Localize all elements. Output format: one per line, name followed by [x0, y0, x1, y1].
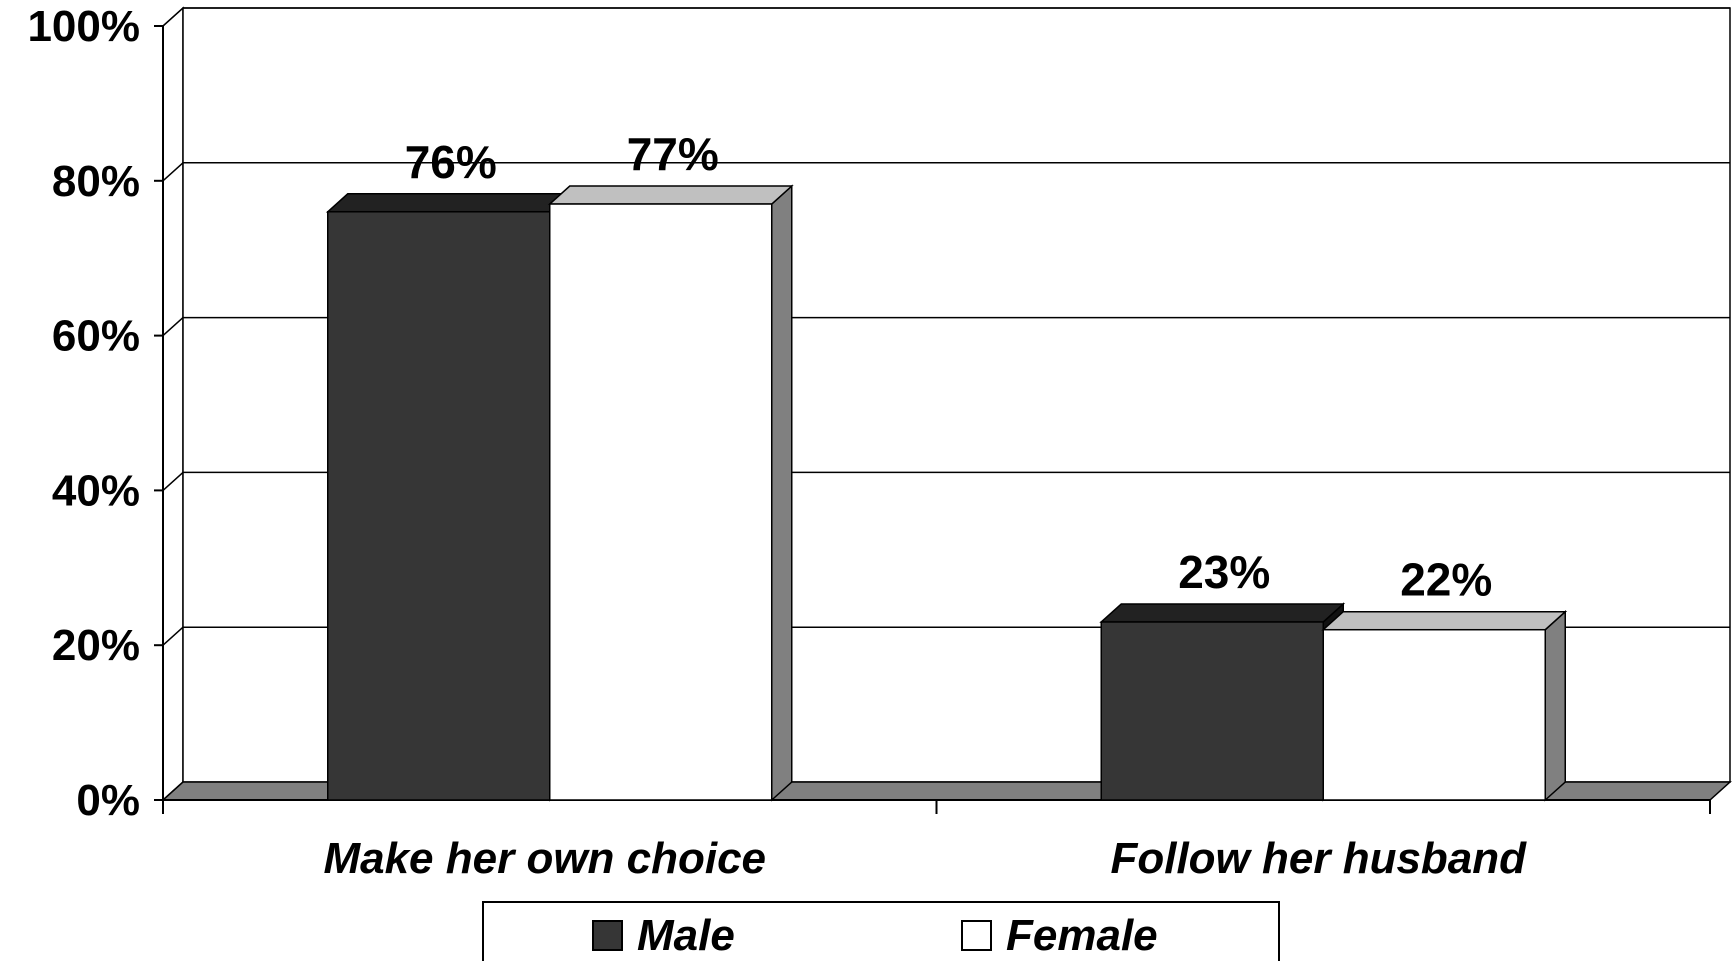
category-label: Follow her husband	[1110, 834, 1527, 883]
gridline-depth	[162, 471, 184, 491]
data-label: 76%	[405, 136, 497, 188]
bar-side	[771, 184, 793, 802]
y-tick-label: 0%	[76, 776, 140, 825]
bar-top	[1099, 603, 1346, 623]
y-tick-label: 80%	[52, 157, 140, 206]
data-labels: 76% 77% 23% 22%	[405, 128, 1493, 606]
data-label: 77%	[627, 128, 719, 180]
legend: Male Female	[482, 901, 1280, 961]
bar-top	[547, 185, 794, 205]
legend-label: Female	[1006, 911, 1158, 960]
bar-male	[327, 211, 551, 801]
gridline-depth	[162, 781, 184, 801]
bar-female	[1322, 628, 1546, 801]
gridline-depth	[162, 162, 184, 182]
gridline-depth	[162, 626, 184, 646]
legend-swatch-male	[592, 920, 623, 951]
data-label: 23%	[1178, 546, 1270, 598]
y-axis-ticks: 0% 20% 40% 60% 80% 100%	[27, 2, 163, 825]
bar-top	[1321, 610, 1568, 631]
data-label: 22%	[1400, 554, 1492, 606]
legend-label: Male	[637, 911, 735, 960]
bar-side	[1544, 610, 1566, 802]
y-tick-label: 100%	[27, 2, 140, 51]
y-tick-label: 60%	[52, 312, 140, 361]
bar-top	[325, 193, 572, 213]
side-wall	[162, 6, 184, 802]
legend-swatch-female	[961, 920, 992, 951]
gridline-depth	[162, 7, 184, 27]
category-label: Make her own choice	[323, 834, 766, 883]
bar-male	[1100, 621, 1324, 801]
bars	[325, 184, 1568, 802]
gridline-depth	[162, 317, 184, 337]
bar-female	[549, 203, 773, 801]
y-tick-label: 40%	[52, 466, 140, 515]
y-tick-label: 20%	[52, 621, 140, 670]
category-labels: Make her own choice Follow her husband	[323, 834, 1527, 883]
